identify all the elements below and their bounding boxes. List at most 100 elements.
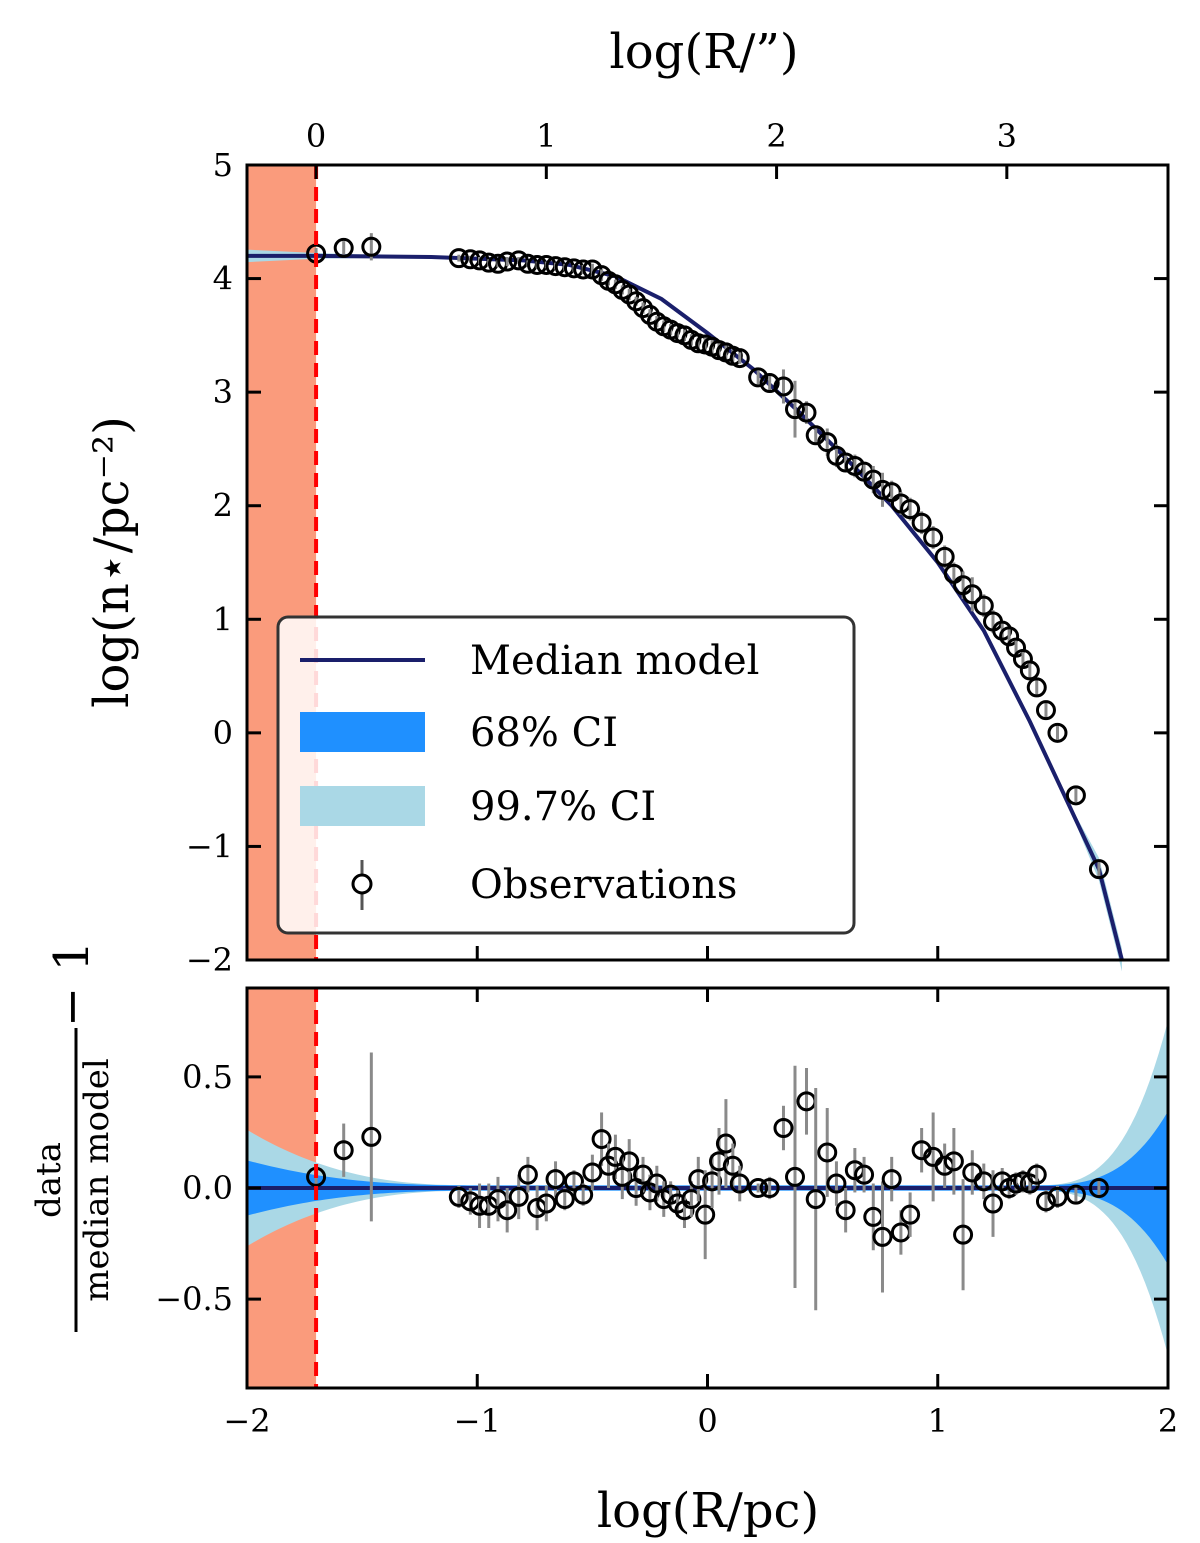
bottom-panel-frame	[245, 986, 1170, 1390]
top-secondary-xtick-label: 1	[536, 117, 556, 155]
bottom-ytick-label: 0.0	[182, 1169, 233, 1207]
bottom-residual-point	[835, 1200, 856, 1221]
bottom-residual-point	[817, 1142, 838, 1163]
top-observation-point	[1047, 722, 1068, 743]
bottom-ylabel: data median model − 1	[29, 941, 117, 1332]
bottom-residual-point	[333, 1140, 354, 1161]
top-observation-point	[759, 373, 780, 394]
top-observation-point	[784, 399, 805, 420]
top-ytick-label: 0	[213, 714, 233, 752]
legend-997-swatch	[300, 786, 425, 826]
top-panel-frame	[245, 163, 1170, 962]
bottom-residual-point	[784, 1166, 805, 1187]
bottom-residual-point	[633, 1164, 654, 1185]
bottom-xtick-label: 2	[1158, 1402, 1178, 1440]
bottom-residual-point	[943, 1151, 964, 1172]
top-observation-point	[900, 499, 921, 520]
bottom-residual-point	[361, 1126, 382, 1147]
legend-box	[276, 615, 856, 935]
bottom-residual-point	[554, 1189, 575, 1210]
top-observation-point	[962, 584, 983, 605]
top-ytick-label: 4	[213, 260, 233, 298]
top-panel: −2 −1 0 1 2 3 4 5 0 1 2 3 Median model 68% CI 99.7%…	[84, 24, 1170, 979]
bottom-residual-point	[953, 1224, 974, 1245]
bottom-axis-ticks: −0.5 0.0 0.5 −2 −1 0 1 2	[155, 988, 1178, 1440]
bottom-residual-point	[748, 1178, 769, 1198]
top-ylabel: log(n⋆/pc⁻²)	[84, 416, 140, 708]
top-observation-point	[333, 237, 354, 258]
top-secondary-xlabel: log(R/”)	[609, 24, 798, 80]
bottom-residual-point	[1026, 1164, 1047, 1185]
top-observation-point	[361, 236, 382, 257]
bottom-residual-point	[900, 1204, 921, 1225]
top-observation-point	[1026, 677, 1047, 698]
legend-label-median: Median model	[470, 638, 759, 684]
bottom-ylabel-numerator: data	[29, 1142, 69, 1218]
bottom-panel: −0.5 0.0 0.5 −2 −1 0 1 2 log(R/pc) data median …	[29, 941, 1178, 1539]
bottom-residual-point	[605, 1146, 626, 1167]
bottom-xtick-label: −2	[223, 1402, 270, 1440]
top-observation-point	[748, 367, 769, 388]
top-axis-ticks: −2 −1 0 1 2 3 4 5 0 1 2 3	[186, 117, 1170, 979]
legend-observation-marker	[351, 873, 373, 895]
bottom-ylabel-denominator: median model	[77, 1058, 117, 1301]
bottom-residual-point	[826, 1173, 847, 1194]
top-observation-point	[817, 432, 838, 453]
top-observation-point	[497, 251, 518, 272]
bottom-residual-point	[983, 1193, 1004, 1214]
bottom-residual-point	[448, 1186, 469, 1207]
top-observation-point	[934, 546, 955, 567]
bottom-residual-point	[681, 1189, 702, 1210]
bottom-residual-point	[591, 1129, 612, 1150]
bottom-residual-point	[709, 1151, 730, 1172]
bottom-residual-point	[536, 1193, 557, 1214]
bottom-residual-point	[573, 1184, 594, 1205]
top-observations	[306, 233, 1109, 880]
bottom-residual-point	[497, 1200, 518, 1221]
bottom-ylabel-suffix: − 1	[44, 941, 100, 1027]
top-ytick-label: 1	[213, 600, 233, 638]
top-observation-point	[796, 402, 817, 423]
legend-label-observations: Observations	[470, 862, 737, 908]
bottom-xtick-label: 1	[928, 1402, 948, 1440]
bottom-xtick-label: 0	[697, 1402, 717, 1440]
top-observation-point	[773, 376, 794, 397]
top-ytick-label: −1	[186, 827, 233, 865]
bottom-residual-point	[508, 1186, 529, 1207]
bottom-residuals	[306, 1052, 1109, 1311]
bottom-residual-point	[1035, 1191, 1056, 1212]
bottom-residual-point	[582, 1162, 603, 1183]
top-secondary-xtick-label: 3	[997, 117, 1017, 155]
top-observation-point	[1019, 660, 1040, 681]
bottom-residual-point	[563, 1171, 584, 1192]
top-observation-point	[688, 333, 709, 354]
legend-label-997: 99.7% CI	[470, 784, 656, 830]
top-secondary-xtick-label: 2	[766, 117, 786, 155]
bottom-residual-point	[729, 1173, 750, 1194]
legend-68-swatch	[300, 712, 425, 752]
bottom-residual-point	[872, 1226, 893, 1247]
bottom-residual-point	[759, 1178, 780, 1198]
top-ytick-label: 2	[213, 487, 233, 525]
top-observation-point	[448, 248, 469, 269]
bottom-residual-point	[1088, 1178, 1109, 1198]
top-observation-point	[729, 348, 750, 369]
top-ytick-label: 5	[213, 146, 233, 184]
top-observation-point	[1065, 785, 1086, 806]
bottom-residual-point	[805, 1189, 826, 1210]
bottom-residual-point	[715, 1133, 736, 1154]
bottom-residual-point	[854, 1164, 875, 1185]
bottom-residual-point	[881, 1169, 902, 1190]
top-secondary-xtick-label: 0	[306, 117, 326, 155]
bottom-ytick-label: 0.5	[182, 1058, 233, 1096]
bottom-residual-point	[773, 1118, 794, 1138]
legend-label-68: 68% CI	[470, 710, 618, 756]
top-observation-point	[911, 512, 932, 533]
bottom-residual-point	[1047, 1186, 1068, 1207]
bottom-xtick-label: −1	[454, 1402, 501, 1440]
bottom-residual-point	[545, 1169, 566, 1190]
bottom-residual-point	[1065, 1184, 1086, 1205]
top-observation-point	[1035, 700, 1056, 721]
top-observation-point	[923, 527, 944, 548]
top-observation-point	[973, 595, 994, 616]
